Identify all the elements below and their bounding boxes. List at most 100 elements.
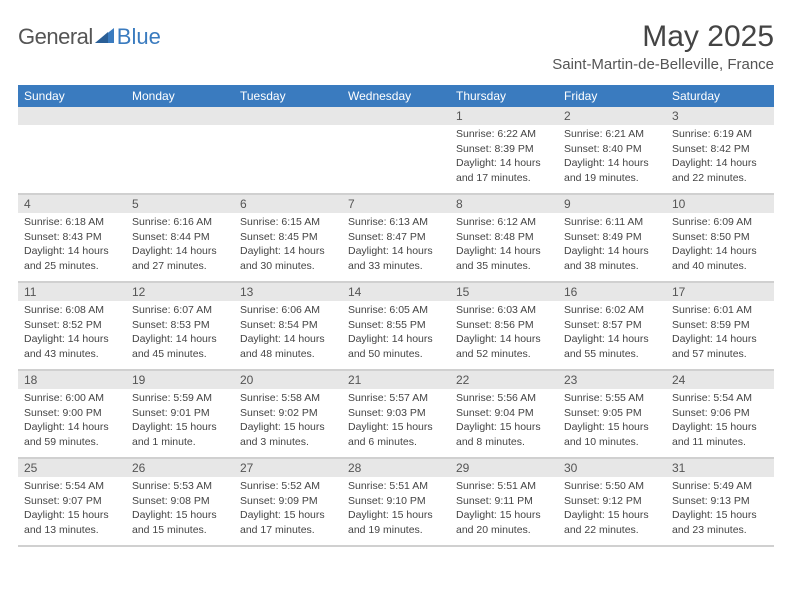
date-number: 21	[342, 371, 450, 389]
day-content: Sunrise: 6:03 AMSunset: 8:56 PMDaylight:…	[450, 301, 558, 367]
sunrise-text: Sunrise: 5:50 AM	[564, 480, 660, 494]
daylight-text-2: and 6 minutes.	[348, 436, 444, 450]
sunrise-text: Sunrise: 6:16 AM	[132, 216, 228, 230]
day-content: Sunrise: 5:54 AMSunset: 9:07 PMDaylight:…	[18, 477, 126, 543]
day-cell: 24Sunrise: 5:54 AMSunset: 9:06 PMDayligh…	[666, 371, 774, 459]
daylight-text-2: and 19 minutes.	[348, 524, 444, 538]
sunset-text: Sunset: 8:42 PM	[672, 143, 768, 157]
dow-tuesday: Tuesday	[234, 85, 342, 107]
day-content: Sunrise: 6:22 AMSunset: 8:39 PMDaylight:…	[450, 125, 558, 191]
daylight-text-2: and 11 minutes.	[672, 436, 768, 450]
date-number: 7	[342, 195, 450, 213]
sunset-text: Sunset: 8:45 PM	[240, 231, 336, 245]
sunrise-text: Sunrise: 6:15 AM	[240, 216, 336, 230]
sunset-text: Sunset: 9:06 PM	[672, 407, 768, 421]
sunset-text: Sunset: 8:39 PM	[456, 143, 552, 157]
day-content: Sunrise: 6:05 AMSunset: 8:55 PMDaylight:…	[342, 301, 450, 367]
week-row: 11Sunrise: 6:08 AMSunset: 8:52 PMDayligh…	[18, 283, 774, 371]
day-content: Sunrise: 6:19 AMSunset: 8:42 PMDaylight:…	[666, 125, 774, 191]
day-content: Sunrise: 5:54 AMSunset: 9:06 PMDaylight:…	[666, 389, 774, 455]
daylight-text-1: Daylight: 14 hours	[672, 333, 768, 347]
daylight-text-2: and 52 minutes.	[456, 348, 552, 362]
sunrise-text: Sunrise: 6:08 AM	[24, 304, 120, 318]
day-content: Sunrise: 6:07 AMSunset: 8:53 PMDaylight:…	[126, 301, 234, 367]
sunrise-text: Sunrise: 6:12 AM	[456, 216, 552, 230]
day-content: Sunrise: 6:08 AMSunset: 8:52 PMDaylight:…	[18, 301, 126, 367]
day-cell: 2Sunrise: 6:21 AMSunset: 8:40 PMDaylight…	[558, 107, 666, 195]
sunrise-text: Sunrise: 6:03 AM	[456, 304, 552, 318]
day-cell: 6Sunrise: 6:15 AMSunset: 8:45 PMDaylight…	[234, 195, 342, 283]
day-content: Sunrise: 6:06 AMSunset: 8:54 PMDaylight:…	[234, 301, 342, 367]
daylight-text-2: and 40 minutes.	[672, 260, 768, 274]
day-content: Sunrise: 6:12 AMSunset: 8:48 PMDaylight:…	[450, 213, 558, 279]
daylight-text-1: Daylight: 14 hours	[132, 333, 228, 347]
daylight-text-2: and 50 minutes.	[348, 348, 444, 362]
date-number: 31	[666, 459, 774, 477]
daylight-text-1: Daylight: 14 hours	[348, 245, 444, 259]
sunrise-text: Sunrise: 5:51 AM	[348, 480, 444, 494]
day-cell: 7Sunrise: 6:13 AMSunset: 8:47 PMDaylight…	[342, 195, 450, 283]
daylight-text-2: and 48 minutes.	[240, 348, 336, 362]
week-row: 18Sunrise: 6:00 AMSunset: 9:00 PMDayligh…	[18, 371, 774, 459]
sunrise-text: Sunrise: 5:54 AM	[24, 480, 120, 494]
sunrise-text: Sunrise: 5:59 AM	[132, 392, 228, 406]
sunrise-text: Sunrise: 6:09 AM	[672, 216, 768, 230]
daylight-text-1: Daylight: 15 hours	[132, 421, 228, 435]
day-cell: 16Sunrise: 6:02 AMSunset: 8:57 PMDayligh…	[558, 283, 666, 371]
day-content: Sunrise: 6:16 AMSunset: 8:44 PMDaylight:…	[126, 213, 234, 279]
sunset-text: Sunset: 9:01 PM	[132, 407, 228, 421]
sunrise-text: Sunrise: 5:52 AM	[240, 480, 336, 494]
daylight-text-1: Daylight: 15 hours	[672, 421, 768, 435]
sunset-text: Sunset: 8:44 PM	[132, 231, 228, 245]
daylight-text-2: and 55 minutes.	[564, 348, 660, 362]
date-number: 27	[234, 459, 342, 477]
day-cell: 11Sunrise: 6:08 AMSunset: 8:52 PMDayligh…	[18, 283, 126, 371]
sunrise-text: Sunrise: 6:01 AM	[672, 304, 768, 318]
week-row: 25Sunrise: 5:54 AMSunset: 9:07 PMDayligh…	[18, 459, 774, 547]
sunrise-text: Sunrise: 6:06 AM	[240, 304, 336, 318]
sunset-text: Sunset: 8:47 PM	[348, 231, 444, 245]
daylight-text-2: and 59 minutes.	[24, 436, 120, 450]
daylight-text-2: and 8 minutes.	[456, 436, 552, 450]
day-cell: 4Sunrise: 6:18 AMSunset: 8:43 PMDaylight…	[18, 195, 126, 283]
daylight-text-2: and 13 minutes.	[24, 524, 120, 538]
daylight-text-1: Daylight: 14 hours	[24, 421, 120, 435]
daylight-text-1: Daylight: 15 hours	[672, 509, 768, 523]
day-content: Sunrise: 6:18 AMSunset: 8:43 PMDaylight:…	[18, 213, 126, 279]
daylight-text-1: Daylight: 15 hours	[456, 509, 552, 523]
sunset-text: Sunset: 8:53 PM	[132, 319, 228, 333]
daylight-text-1: Daylight: 14 hours	[132, 245, 228, 259]
day-cell: 3Sunrise: 6:19 AMSunset: 8:42 PMDaylight…	[666, 107, 774, 195]
daylight-text-2: and 19 minutes.	[564, 172, 660, 186]
sunrise-text: Sunrise: 6:18 AM	[24, 216, 120, 230]
daylight-text-2: and 3 minutes.	[240, 436, 336, 450]
sunset-text: Sunset: 9:10 PM	[348, 495, 444, 509]
sunrise-text: Sunrise: 6:21 AM	[564, 128, 660, 142]
header: General Blue May 2025 Saint-Martin-de-Be…	[18, 20, 774, 73]
day-content: Sunrise: 6:13 AMSunset: 8:47 PMDaylight:…	[342, 213, 450, 279]
sunrise-text: Sunrise: 6:00 AM	[24, 392, 120, 406]
day-content: Sunrise: 5:52 AMSunset: 9:09 PMDaylight:…	[234, 477, 342, 543]
date-number: 4	[18, 195, 126, 213]
daylight-text-2: and 43 minutes.	[24, 348, 120, 362]
date-number: 17	[666, 283, 774, 301]
sunrise-text: Sunrise: 6:22 AM	[456, 128, 552, 142]
daylight-text-2: and 38 minutes.	[564, 260, 660, 274]
title-block: May 2025 Saint-Martin-de-Belleville, Fra…	[552, 20, 774, 73]
sunset-text: Sunset: 8:59 PM	[672, 319, 768, 333]
daylight-text-1: Daylight: 14 hours	[456, 245, 552, 259]
day-content: Sunrise: 6:00 AMSunset: 9:00 PMDaylight:…	[18, 389, 126, 455]
logo-text-general: General	[18, 24, 93, 50]
sunrise-text: Sunrise: 6:07 AM	[132, 304, 228, 318]
day-cell: 8Sunrise: 6:12 AMSunset: 8:48 PMDaylight…	[450, 195, 558, 283]
date-number: 15	[450, 283, 558, 301]
daylight-text-2: and 15 minutes.	[132, 524, 228, 538]
sunset-text: Sunset: 9:02 PM	[240, 407, 336, 421]
date-number: 11	[18, 283, 126, 301]
day-cell	[18, 107, 126, 195]
day-of-week-header: Sunday Monday Tuesday Wednesday Thursday…	[18, 85, 774, 107]
day-cell: 28Sunrise: 5:51 AMSunset: 9:10 PMDayligh…	[342, 459, 450, 547]
day-cell: 20Sunrise: 5:58 AMSunset: 9:02 PMDayligh…	[234, 371, 342, 459]
date-number: 28	[342, 459, 450, 477]
day-content: Sunrise: 6:02 AMSunset: 8:57 PMDaylight:…	[558, 301, 666, 367]
